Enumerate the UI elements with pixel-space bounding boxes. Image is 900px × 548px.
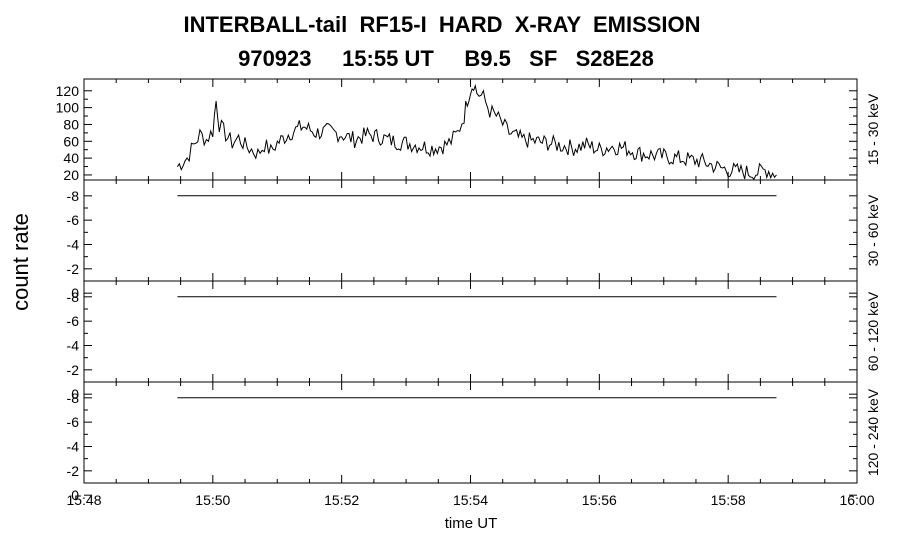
y-tick-label: 0: [71, 285, 79, 301]
y-tick-label: 100: [56, 100, 80, 116]
chart-subtitle: 970923 15:55 UT B9.5 SF S28E28: [238, 46, 654, 71]
y-tick-label: -8: [67, 289, 80, 305]
y-tick-label: -8: [67, 390, 80, 406]
y-tick-label: 60: [63, 133, 79, 149]
y-tick-label: 0: [71, 487, 79, 503]
y-tick-label: -6: [67, 212, 80, 228]
x-tick-label: 16:00: [839, 492, 874, 508]
y-tick-label: -8: [67, 188, 80, 204]
y-tick-label: -4: [67, 438, 80, 454]
y-tick-label: 80: [63, 116, 79, 132]
x-tick-label: 15:54: [453, 492, 488, 508]
x-tick-label: 15:48: [66, 492, 101, 508]
panel-frame: [83, 280, 858, 383]
x-tick-label: 15:58: [711, 492, 746, 508]
energy-band-label: 15 - 30 keV: [865, 93, 881, 165]
y-tick-label: -6: [67, 313, 80, 329]
energy-band-label: 120 - 240 keV: [865, 388, 881, 476]
x-axis-label: time UT: [445, 515, 498, 532]
y-tick-label: -4: [67, 236, 80, 252]
y-tick-label: 40: [63, 150, 79, 166]
y-tick-label: -4: [67, 337, 80, 353]
y-tick-label: 120: [56, 83, 80, 99]
y-tick-label: -2: [67, 261, 80, 277]
series-line-15-30keV: [176, 83, 777, 181]
y-tick-label: -6: [67, 414, 80, 430]
energy-band-label: 30 - 60 keV: [865, 194, 881, 266]
energy-band-label: 60 - 120 keV: [865, 291, 881, 371]
x-tick-label: 15:50: [195, 492, 230, 508]
panel-frame: [83, 381, 858, 484]
x-tick-label: 15:52: [324, 492, 359, 508]
y-tick-label: 0: [71, 386, 79, 402]
y-axis-label: count rate: [8, 213, 33, 311]
y-tick-label: -2: [67, 362, 80, 378]
y-tick-label: -2: [67, 463, 80, 479]
chart-title: INTERBALL-tail RF15-I HARD X-RAY EMISSIO…: [183, 12, 701, 37]
y-tick-label: 20: [63, 167, 79, 183]
x-tick-label: 15:56: [582, 492, 617, 508]
panel-frame: [83, 179, 858, 282]
